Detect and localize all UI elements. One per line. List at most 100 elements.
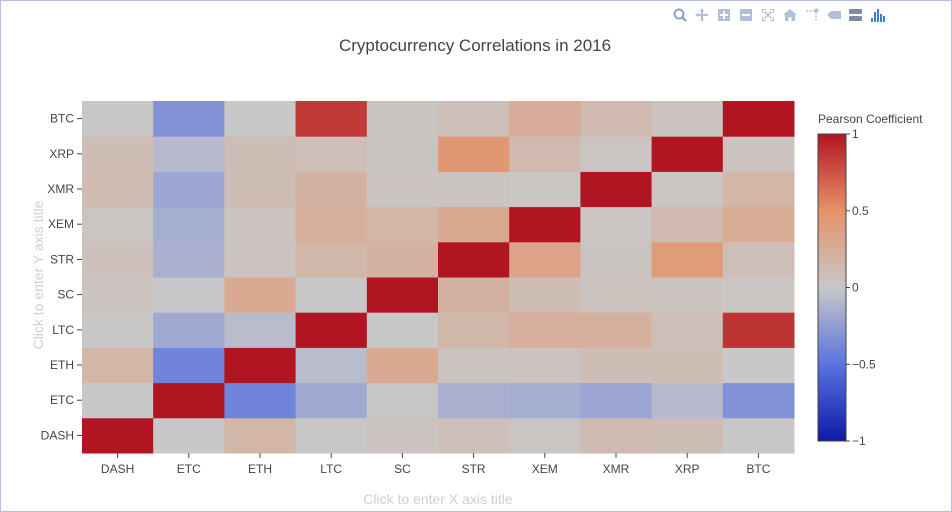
heatmap-cell: [651, 101, 724, 137]
heatmap-cell: [509, 417, 581, 454]
heatmap-cell: [295, 382, 368, 419]
heatmap-cell: [651, 312, 724, 348]
x-tick-label: ETH: [248, 462, 272, 476]
plotly-logo-button[interactable]: [867, 5, 889, 25]
heatmap-cell: [580, 347, 653, 384]
zoom-out-button[interactable]: [735, 5, 757, 25]
heatmap-cell: [722, 312, 795, 348]
heatmap-cell: [82, 382, 154, 419]
heatmap-cell: [366, 241, 439, 278]
heatmap-cell: [224, 206, 297, 243]
spike-lines-button[interactable]: [801, 5, 823, 25]
heatmap-cell: [82, 206, 154, 243]
heatmap-cell: [651, 171, 724, 208]
y-axis-title[interactable]: Click to enter Y axis title: [30, 200, 46, 349]
zoom-in-button[interactable]: [713, 5, 735, 25]
zoom-button[interactable]: [669, 5, 691, 25]
heatmap-cell: [295, 171, 368, 208]
heatmap-cell: [224, 101, 297, 137]
hover-closest-button[interactable]: [823, 5, 845, 25]
heatmap-cell: [722, 171, 795, 208]
y-tick-label: XEM: [48, 217, 74, 231]
heatmap-cell: [82, 136, 154, 172]
heatmap-cell: [224, 382, 297, 419]
heatmap-cell: [580, 206, 653, 243]
heatmap-cell: [509, 206, 581, 243]
y-tick-label: BTC: [50, 112, 74, 126]
x-axis-title[interactable]: Click to enter X axis title: [363, 491, 513, 507]
heatmap-cell: [82, 241, 154, 278]
heatmap-cell: [509, 241, 581, 278]
heatmap-cell: [153, 382, 225, 419]
heatmap-cell: [509, 382, 581, 419]
heatmap-cell: [580, 136, 653, 172]
heatmap-cell: [438, 101, 510, 137]
heatmap-cell: [295, 312, 368, 348]
heatmap-cell: [224, 277, 297, 313]
heatmap-cell: [153, 347, 225, 384]
heatmap-cell: [722, 241, 795, 278]
heatmap-cell: [509, 136, 581, 172]
heatmap-cell: [82, 171, 154, 208]
y-tick-label: SC: [57, 288, 74, 302]
x-axis: DASH ETC ETH LTC SC STR XEM XMR XRP BTC: [101, 453, 771, 476]
y-tick-label: XRP: [49, 147, 74, 161]
heatmap-cell: [651, 206, 724, 243]
heatmap-cell: [224, 347, 297, 384]
zoom-out-icon: [740, 9, 752, 21]
heatmap-cell: [509, 277, 581, 313]
heatmap-cell: [153, 206, 225, 243]
home-icon: [783, 9, 797, 21]
heatmap-cell: [509, 101, 581, 137]
colorbar-tick-label: 0: [852, 281, 859, 295]
y-tick-label: LTC: [52, 323, 74, 337]
heatmap-cell: [438, 417, 510, 454]
heatmap-cell: [651, 277, 724, 313]
heatmap-cell: [153, 312, 225, 348]
heatmap-cell: [651, 136, 724, 172]
x-tick-label: STR: [462, 462, 486, 476]
colorbar-tick-label: 0.5: [852, 204, 869, 218]
heatmap-cell: [82, 277, 154, 313]
heatmap-cell: [224, 171, 297, 208]
heatmap-cell: [153, 136, 225, 172]
autoscale-button[interactable]: [757, 5, 779, 25]
hover-compare-icon: [849, 9, 862, 21]
heatmap-cell: [722, 101, 795, 137]
heatmap-cell: [153, 171, 225, 208]
y-tick-label: ETH: [50, 358, 74, 372]
heatmap-cell: [366, 171, 439, 208]
heatmap-cell: [509, 312, 581, 348]
home-button[interactable]: [779, 5, 801, 25]
heatmap-cell: [651, 417, 724, 454]
heatmap-cell: [295, 101, 368, 137]
y-axis: DASH ETC ETH LTC SC STR XEM XMR XRP BTC: [41, 112, 82, 442]
heatmap-cell: [366, 417, 439, 454]
heatmap-cell: [438, 241, 510, 278]
heatmap-cell: [82, 312, 154, 348]
heatmap-cell: [295, 347, 368, 384]
pan-button[interactable]: [691, 5, 713, 25]
heatmap-cell: [153, 101, 225, 137]
heatmap-cell: [722, 277, 795, 313]
heatmap-cell: [438, 171, 510, 208]
heatmap-cell: [153, 241, 225, 278]
autoscale-icon: [762, 9, 774, 21]
heatmap-cell: [722, 347, 795, 384]
heatmap-cell: [82, 101, 154, 137]
pan-icon: [695, 8, 709, 22]
heatmap-cell: [580, 277, 653, 313]
heatmap-cell: [651, 347, 724, 384]
x-tick-label: LTC: [320, 462, 342, 476]
heatmap-cell: [82, 417, 154, 454]
y-tick-label: DASH: [41, 428, 74, 442]
x-tick-label: SC: [394, 462, 411, 476]
heatmap-cell: [651, 241, 724, 278]
heatmap-cell: [224, 417, 297, 454]
heatmap-cell: [438, 136, 510, 172]
heatmap-cell: [509, 171, 581, 208]
heatmap-cell: [438, 312, 510, 348]
hover-compare-button[interactable]: [845, 5, 867, 25]
colorbar-tick-label: 1: [852, 127, 859, 141]
